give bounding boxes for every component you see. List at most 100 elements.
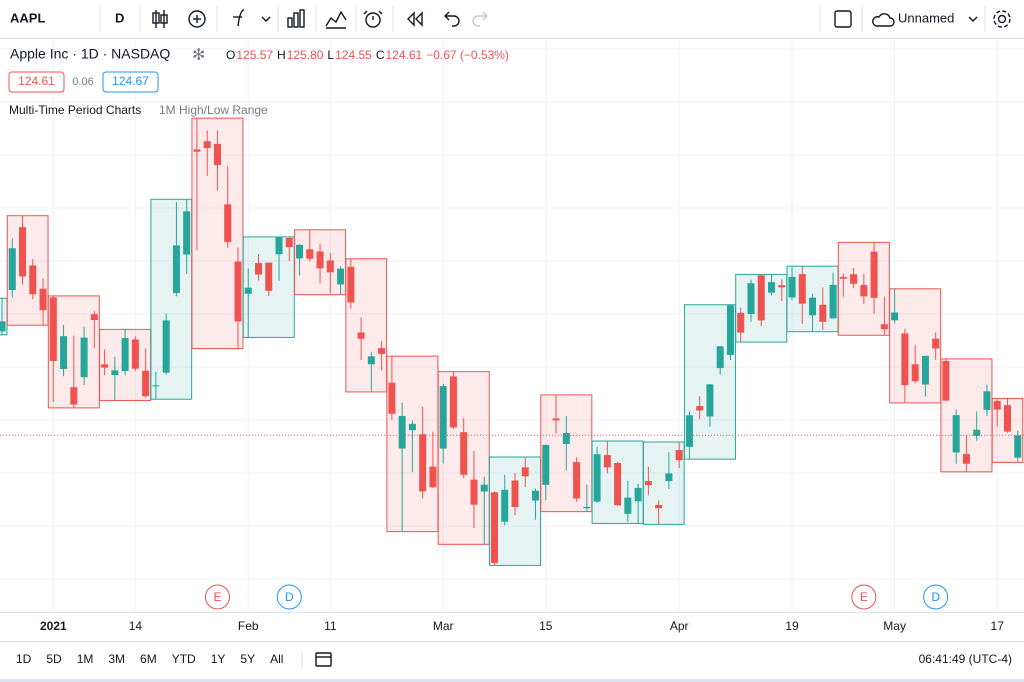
candle-body	[665, 473, 673, 482]
bid-badge[interactable]	[8, 71, 65, 93]
x-tick-label: 15	[539, 619, 553, 633]
candle-body	[326, 260, 334, 273]
candle-body	[70, 387, 78, 405]
candle-body	[839, 277, 847, 279]
alert-button[interactable]	[363, 10, 383, 28]
candle-body	[0, 321, 6, 332]
candle-body	[932, 338, 940, 349]
candle-body	[891, 312, 899, 321]
ohlc-label: O	[226, 48, 235, 62]
indicator-setting: 1M High/Low Range	[159, 103, 268, 117]
period-button[interactable]: 1D	[16, 652, 32, 666]
symbol[interactable]: AAPL	[10, 10, 45, 25]
period-buttons: 1D 5D 1M 3M 6M YTD 1Y 5Y All	[16, 652, 283, 666]
x-tick-label: Mar	[433, 619, 454, 633]
candle-body	[306, 249, 314, 259]
event-label: D	[931, 590, 940, 604]
period-range-box	[940, 358, 993, 473]
candle-body	[460, 432, 468, 475]
candle-body	[408, 423, 416, 431]
templates-button[interactable]	[325, 10, 347, 29]
candle-body	[142, 370, 150, 397]
period-button[interactable]: 5Y	[240, 652, 255, 666]
interval[interactable]: D	[115, 10, 124, 25]
change-value: −0.67 (−0.53%)	[426, 48, 509, 62]
bid-price: 124.61	[18, 74, 55, 88]
undo-button[interactable]	[444, 11, 460, 27]
ask-price: 124.67	[112, 74, 149, 88]
grid	[0, 39, 1024, 612]
candle-body	[388, 382, 396, 414]
candle-body	[993, 401, 1001, 410]
chart-type-button[interactable]	[152, 10, 168, 28]
toolbar-bg	[0, 0, 1024, 38]
candle-body	[562, 432, 570, 444]
period-button[interactable]: 6M	[140, 652, 157, 666]
date-range-button[interactable]	[315, 652, 332, 667]
period-button[interactable]: 3M	[108, 652, 125, 666]
x-tick-label: Feb	[238, 619, 259, 633]
candle-body	[706, 384, 714, 417]
indicators-add-button[interactable]	[188, 10, 206, 28]
candle-body	[593, 454, 601, 502]
replay-button[interactable]	[407, 11, 423, 27]
candle-body	[265, 262, 273, 291]
candle-body	[768, 282, 775, 293]
candle-body	[685, 415, 693, 447]
ohlc-values: O 125.57 H 125.80 L 124.55 C 124.61 −0.67 (−0.53…	[226, 48, 509, 62]
candle-body	[8, 248, 16, 291]
candle-body	[337, 268, 345, 285]
candle-body	[19, 227, 27, 277]
event-marker[interactable]	[204, 584, 230, 610]
candle-body	[809, 297, 817, 316]
period-button[interactable]: YTD	[172, 652, 196, 666]
spread: 0.06	[72, 76, 93, 88]
compare-button[interactable]	[287, 9, 305, 28]
candle-body	[757, 275, 765, 321]
event-marker[interactable]	[851, 584, 877, 610]
candle-body	[911, 364, 919, 382]
ohlc-label: H	[277, 48, 286, 62]
candle-body	[39, 288, 47, 311]
event-marker[interactable]	[276, 584, 302, 610]
candle-body	[183, 211, 191, 255]
indicators-button[interactable]	[233, 9, 271, 27]
candle-body	[850, 274, 858, 284]
candle-body	[655, 504, 663, 509]
period-button[interactable]: 1M	[77, 652, 94, 666]
candle-body	[675, 450, 683, 461]
redo-button[interactable]	[472, 11, 488, 27]
candle-body	[203, 141, 211, 149]
ohlc-value: 124.61	[385, 48, 422, 62]
candle-body	[788, 276, 796, 298]
ask-badge[interactable]	[102, 71, 159, 93]
settings-button[interactable]	[993, 10, 1011, 28]
period-button[interactable]: 5D	[46, 652, 62, 666]
candle-body	[634, 487, 642, 502]
x-axis: 2021 14 Feb 11 Mar 15 Apr 19 May 17	[40, 619, 1004, 633]
x-tick-label: 11	[324, 619, 337, 633]
x-tick-label: May	[883, 619, 906, 633]
candle-body	[234, 261, 242, 322]
candle-body	[80, 337, 88, 378]
ohlc-value: 125.57	[236, 48, 273, 62]
fullscreen-button[interactable]	[834, 10, 852, 28]
candle-body	[316, 251, 324, 269]
symbol-title: Apple Inc · 1D · NASDAQ	[10, 46, 170, 62]
period-button[interactable]: All	[270, 652, 283, 666]
candle-body	[255, 263, 262, 275]
layout-name[interactable]: Unnamed	[898, 10, 954, 25]
layout-dropdown[interactable]	[968, 16, 978, 22]
candle-body	[429, 466, 437, 488]
candle-body	[819, 304, 827, 322]
period-range-box	[683, 304, 736, 460]
event-label: E	[860, 590, 868, 604]
period-button[interactable]: 1Y	[211, 652, 226, 666]
candle-body	[552, 418, 560, 421]
event-label: E	[213, 590, 221, 604]
candle-body	[152, 385, 160, 387]
candle-body	[603, 455, 611, 468]
legend: Apple Inc · 1D · NASDAQ ✻ O 125.57 H 125.80…	[8, 46, 509, 117]
event-marker[interactable]	[923, 584, 949, 610]
